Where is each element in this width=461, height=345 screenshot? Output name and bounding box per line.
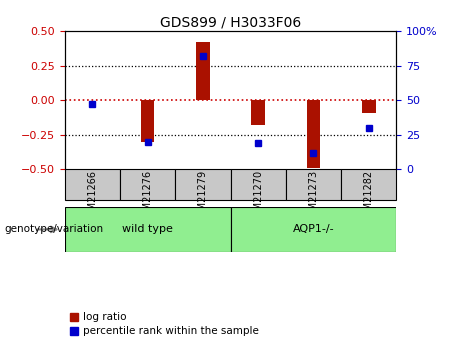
Bar (230, 207, 396, 252)
Legend: log ratio, percentile rank within the sample: log ratio, percentile rank within the sa… (70, 312, 259, 336)
Text: genotype/variation: genotype/variation (5, 225, 104, 234)
Bar (65, 169, 120, 200)
Bar (196, 42, 210, 100)
Title: GDS899 / H3033F06: GDS899 / H3033F06 (160, 16, 301, 30)
Text: AQP1-/-: AQP1-/- (293, 225, 334, 234)
Bar (141, 100, 154, 142)
Bar (65, 207, 230, 252)
Bar (120, 169, 175, 200)
Bar (307, 100, 320, 168)
Text: wild type: wild type (122, 225, 173, 234)
Text: GSM21266: GSM21266 (87, 170, 97, 223)
Text: GSM21273: GSM21273 (308, 170, 319, 224)
Text: GSM21282: GSM21282 (364, 170, 374, 224)
Bar (230, 169, 286, 200)
Text: GSM21276: GSM21276 (142, 170, 153, 224)
Bar (251, 100, 265, 125)
Bar (341, 169, 396, 200)
Bar (362, 100, 376, 113)
Text: GSM21270: GSM21270 (253, 170, 263, 224)
Bar (286, 169, 341, 200)
Bar (175, 169, 230, 200)
Text: GSM21279: GSM21279 (198, 170, 208, 224)
